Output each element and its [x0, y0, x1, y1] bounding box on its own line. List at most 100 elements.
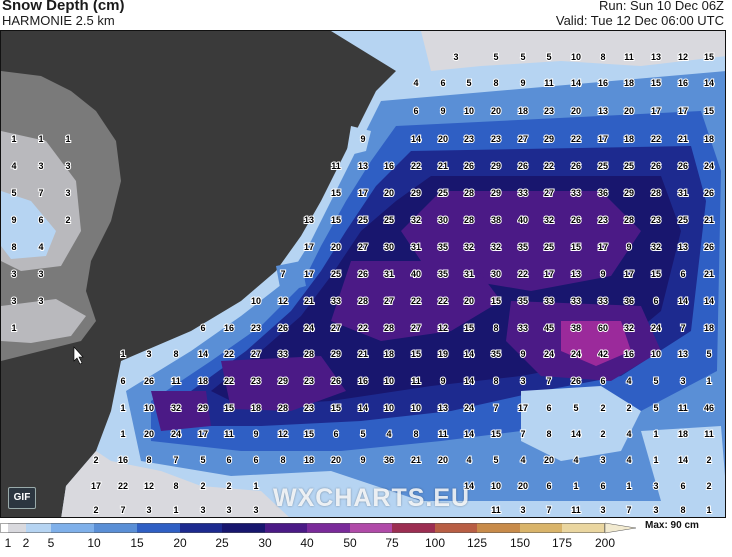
grid-value: 8 — [146, 455, 151, 465]
grid-value: 36 — [624, 296, 634, 306]
grid-value: 9 — [440, 376, 445, 386]
grid-value: 16 — [678, 78, 688, 88]
grid-value: 3 — [38, 269, 43, 279]
grid-value: 21 — [304, 296, 314, 306]
grid-value: 14 — [198, 349, 208, 359]
grid-value: 17 — [358, 188, 368, 198]
grid-value: 1 — [173, 505, 178, 515]
grid-value: 17 — [651, 106, 661, 116]
grid-value: 8 — [280, 455, 285, 465]
grid-value: 20 — [518, 481, 528, 491]
grid-value: 25 — [438, 188, 448, 198]
grid-value: 11 — [571, 505, 581, 515]
grid-value: 16 — [384, 161, 394, 171]
grid-value: 6 — [680, 269, 685, 279]
grid-value: 14 — [678, 455, 688, 465]
grid-value: 24 — [544, 349, 554, 359]
legend-tick-label: 2 — [22, 536, 30, 550]
grid-value: 8 — [546, 429, 551, 439]
grid-value: 29 — [411, 188, 421, 198]
grid-value: 20 — [624, 106, 634, 116]
legend-border — [0, 523, 605, 533]
grid-value: 1 — [573, 481, 578, 491]
grid-value: 15 — [491, 296, 501, 306]
grid-value: 31 — [384, 269, 394, 279]
grid-value: 4 — [626, 455, 631, 465]
grid-value: 6 — [546, 403, 551, 413]
legend-swatch — [520, 523, 562, 533]
grid-value: 4 — [413, 78, 418, 88]
grid-value: 15 — [331, 403, 341, 413]
run-time: Run: Sun 10 Dec 06Z — [598, 0, 724, 13]
grid-value: 10 — [384, 403, 394, 413]
grid-value: 8 — [173, 481, 178, 491]
grid-value: 25 — [358, 215, 368, 225]
grid-value: 14 — [464, 481, 474, 491]
grid-value: 2 — [93, 455, 98, 465]
grid-value: 25 — [678, 215, 688, 225]
grid-value: 26 — [651, 161, 661, 171]
legend-tick-label: 40 — [300, 536, 314, 550]
grid-value: 18 — [384, 349, 394, 359]
grid-value: 11 — [544, 78, 554, 88]
grid-value: 25 — [331, 269, 341, 279]
grid-value: 24 — [651, 323, 661, 333]
grid-value: 9 — [360, 455, 365, 465]
grid-value: 14 — [358, 403, 368, 413]
grid-value: 13 — [678, 349, 688, 359]
grid-value: 14 — [704, 78, 714, 88]
snow-depth-map[interactable]: 3 5 5 5 10 8 11 13 12 154 6 5 8 9 11 14 16 18 15 16 146 9 10 20… — [1, 31, 726, 518]
grid-value: 3 — [200, 505, 205, 515]
grid-value: 6 — [653, 296, 658, 306]
gif-button[interactable]: GIF — [8, 487, 36, 509]
grid-value: 4 — [626, 376, 631, 386]
grid-value: 32 — [411, 215, 421, 225]
legend-swatch — [8, 523, 26, 533]
grid-value: 60 — [598, 323, 608, 333]
grid-value: 8 — [173, 349, 178, 359]
grid-value: 28 — [464, 215, 474, 225]
grid-value: 28 — [464, 188, 474, 198]
grid-value: 35 — [438, 269, 448, 279]
grid-value: 4 — [573, 455, 578, 465]
map-panel[interactable]: 3 5 5 5 10 8 11 13 12 15 4 6 5 8 9 11 14 16 18 15 16 14 6 9 10 20… — [0, 30, 726, 518]
grid-value: 35 — [518, 242, 528, 252]
grid-value: 3 — [146, 505, 151, 515]
grid-value: 9 — [440, 106, 445, 116]
grid-value: 15 — [651, 78, 661, 88]
grid-value: 26 — [331, 376, 341, 386]
grid-value: 32 — [624, 323, 634, 333]
grid-value: 28 — [304, 349, 314, 359]
grid-value: 14 — [571, 78, 581, 88]
grid-value: 3 — [11, 269, 16, 279]
grid-value: 8 — [413, 429, 418, 439]
grid-value: 18 — [704, 134, 714, 144]
grid-value: 22 — [118, 481, 128, 491]
grid-value: 14 — [571, 429, 581, 439]
grid-value: 27 — [411, 323, 421, 333]
grid-value: 35 — [491, 349, 501, 359]
map-title: Snow Depth (cm) — [2, 0, 125, 14]
grid-value: 4 — [626, 429, 631, 439]
grid-value: 14 — [464, 429, 474, 439]
grid-value: 25 — [544, 242, 554, 252]
grid-value: 14 — [704, 296, 714, 306]
grid-value: 19 — [438, 349, 448, 359]
grid-value: 29 — [544, 134, 554, 144]
grid-value: 40 — [518, 215, 528, 225]
grid-value: 29 — [278, 376, 288, 386]
grid-value: 30 — [384, 242, 394, 252]
grid-value: 13 — [438, 403, 448, 413]
light-area-se — [641, 426, 725, 501]
grid-value: 32 — [171, 403, 181, 413]
grid-value: 27 — [331, 323, 341, 333]
grid-value: 3 — [600, 505, 605, 515]
legend-tick-label: 30 — [258, 536, 272, 550]
snow-peak — [561, 321, 631, 366]
grid-value: 23 — [651, 215, 661, 225]
grid-value: 8 — [680, 505, 685, 515]
legend-swatch — [51, 523, 94, 533]
grid-value: 6 — [200, 323, 205, 333]
grid-value: 35 — [438, 242, 448, 252]
grid-value: 6 — [38, 215, 43, 225]
